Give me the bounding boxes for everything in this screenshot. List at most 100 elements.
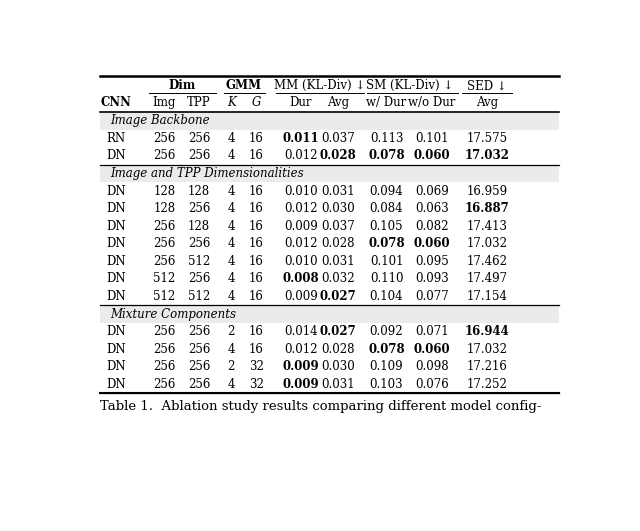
Text: 256: 256 [153,343,175,356]
Text: 4: 4 [228,290,235,303]
Text: 16: 16 [249,290,264,303]
Text: DN: DN [106,220,125,233]
Text: 0.069: 0.069 [415,185,449,198]
Text: 0.078: 0.078 [368,343,405,356]
Text: 0.082: 0.082 [415,220,449,233]
Text: 17.413: 17.413 [466,220,508,233]
Text: 17.032: 17.032 [466,237,508,250]
Text: DN: DN [106,343,125,356]
Text: Dur: Dur [289,97,312,109]
Text: RN: RN [106,132,125,145]
Text: 0.060: 0.060 [414,149,451,162]
Text: DN: DN [106,185,125,198]
Text: 0.012: 0.012 [284,237,317,250]
Text: 256: 256 [153,325,175,338]
Text: 0.078: 0.078 [368,149,405,162]
Text: 0.030: 0.030 [321,202,355,215]
Text: 0.028: 0.028 [321,237,355,250]
Text: MM (KL-Div) ↓: MM (KL-Div) ↓ [274,79,365,92]
Text: 17.497: 17.497 [466,272,508,286]
Text: w/ Dur: w/ Dur [367,97,406,109]
Text: 0.110: 0.110 [370,272,403,286]
Bar [100,112,559,130]
Text: DN: DN [106,290,125,303]
Text: 4: 4 [228,237,235,250]
Text: 0.031: 0.031 [321,255,355,268]
Text: 512: 512 [188,255,210,268]
Text: 4: 4 [228,272,235,286]
Text: DN: DN [106,272,125,286]
Text: 256: 256 [188,343,210,356]
Text: 256: 256 [153,220,175,233]
Text: 17.575: 17.575 [466,132,508,145]
Text: 0.028: 0.028 [319,149,356,162]
Text: 4: 4 [228,255,235,268]
Text: 0.098: 0.098 [415,361,449,373]
Text: 17.216: 17.216 [467,361,507,373]
Text: 0.037: 0.037 [321,220,355,233]
Text: DN: DN [106,202,125,215]
Text: 16.944: 16.944 [465,325,509,338]
Text: 0.032: 0.032 [321,272,355,286]
Text: 0.103: 0.103 [370,378,403,391]
Text: 16: 16 [249,272,264,286]
Text: 17.032: 17.032 [466,343,508,356]
Text: 4: 4 [228,132,235,145]
Text: Table 1.  Ablation study results comparing different model config-: Table 1. Ablation study results comparin… [100,400,541,413]
Text: 0.092: 0.092 [370,325,403,338]
Text: 0.078: 0.078 [368,237,405,250]
Text: 256: 256 [153,132,175,145]
Text: 256: 256 [188,132,210,145]
Text: 512: 512 [188,290,210,303]
Text: 0.113: 0.113 [370,132,403,145]
Text: 16: 16 [249,325,264,338]
Text: 0.028: 0.028 [321,343,355,356]
Text: 256: 256 [188,237,210,250]
Text: Dim: Dim [168,79,195,92]
Text: DN: DN [106,378,125,391]
Text: Image Backbone: Image Backbone [110,114,209,127]
Text: 0.063: 0.063 [415,202,449,215]
Text: 0.076: 0.076 [415,378,449,391]
Text: 256: 256 [153,149,175,162]
Text: 256: 256 [153,255,175,268]
Text: 2: 2 [228,361,235,373]
Text: Avg: Avg [476,97,498,109]
Text: 16: 16 [249,132,264,145]
Text: 16: 16 [249,185,264,198]
Text: DN: DN [106,361,125,373]
Text: 0.009: 0.009 [284,290,317,303]
Text: 0.101: 0.101 [415,132,449,145]
Text: 17.032: 17.032 [464,149,509,162]
Text: 0.095: 0.095 [415,255,449,268]
Text: 4: 4 [228,185,235,198]
Text: 0.101: 0.101 [370,255,403,268]
Text: 128: 128 [188,185,210,198]
Text: DN: DN [106,255,125,268]
Text: DN: DN [106,325,125,338]
Text: 0.031: 0.031 [321,185,355,198]
Text: 4: 4 [228,378,235,391]
Text: 0.012: 0.012 [284,202,317,215]
Text: CNN: CNN [100,97,131,109]
Text: 0.084: 0.084 [370,202,403,215]
Text: 0.093: 0.093 [415,272,449,286]
Text: 16: 16 [249,343,264,356]
Text: 128: 128 [153,202,175,215]
Text: Image and TPP Dimensionalities: Image and TPP Dimensionalities [110,167,303,180]
Text: 256: 256 [188,378,210,391]
Bar [100,165,559,182]
Text: 256: 256 [188,272,210,286]
Text: 0.060: 0.060 [414,343,451,356]
Text: 16.887: 16.887 [465,202,509,215]
Text: K: K [227,97,236,109]
Text: 128: 128 [153,185,175,198]
Text: DN: DN [106,149,125,162]
Text: 0.031: 0.031 [321,378,355,391]
Text: 0.009: 0.009 [282,378,319,391]
Text: 0.010: 0.010 [284,255,317,268]
Text: 16: 16 [249,220,264,233]
Bar [100,305,559,323]
Text: 256: 256 [188,202,210,215]
Text: GMM: GMM [226,79,262,92]
